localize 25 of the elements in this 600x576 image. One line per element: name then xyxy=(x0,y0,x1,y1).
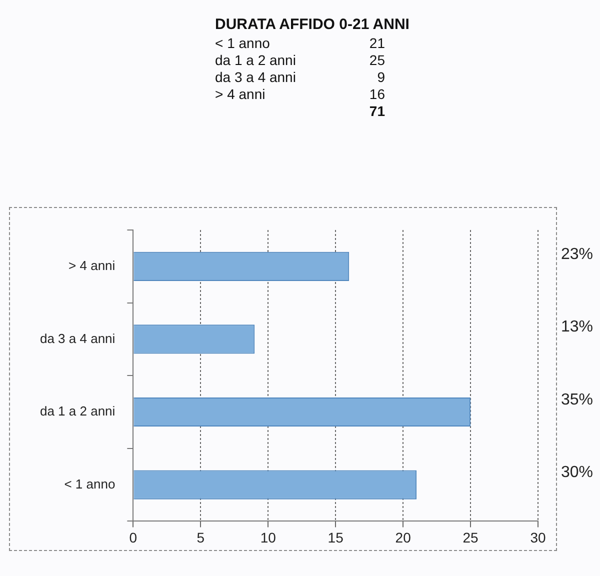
text: da 1 a 2 anni xyxy=(215,52,296,69)
text: 13% xyxy=(560,318,594,336)
x-tick-label: 25 xyxy=(462,529,479,546)
y-tick-label: da 1 a 2 anni xyxy=(40,404,116,419)
text: 16 xyxy=(369,86,385,103)
x-tick-label: 30 xyxy=(530,529,546,546)
text: DURATA AFFIDO 0-21 ANNI xyxy=(215,16,410,33)
x-tick-label: 10 xyxy=(260,529,276,546)
text: 9 xyxy=(377,69,385,86)
text: 71 xyxy=(369,103,385,120)
text: > 4 anni xyxy=(215,86,266,103)
y-tick-label: < 1 anno xyxy=(64,476,116,492)
text: 25 xyxy=(369,52,385,69)
x-tick-label: 0 xyxy=(129,529,138,546)
x-tick-label: 5 xyxy=(196,529,205,546)
text: 23% xyxy=(560,246,594,263)
y-tick-label: > 4 anni xyxy=(68,258,116,273)
y-tick-label: da 3 a 4 anni xyxy=(40,330,116,346)
text: 21 xyxy=(369,35,385,52)
text: da 3 a 4 anni xyxy=(215,69,296,86)
text: < 1 anno xyxy=(215,35,270,52)
x-tick-label: 20 xyxy=(395,529,412,546)
text: 35% xyxy=(560,391,594,408)
text: 30% xyxy=(560,464,594,482)
x-tick-label: 15 xyxy=(328,529,344,546)
